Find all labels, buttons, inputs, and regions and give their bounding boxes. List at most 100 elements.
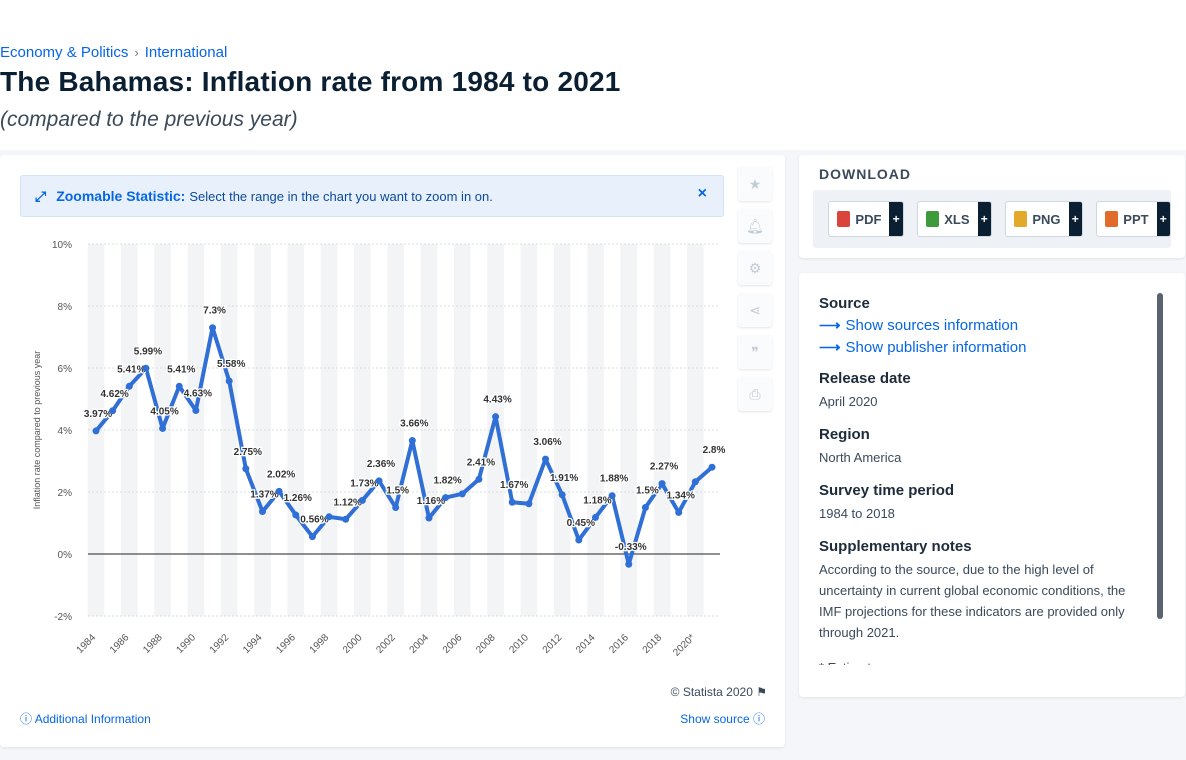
- data-point: [542, 456, 549, 463]
- data-label: 0.45%: [567, 518, 595, 529]
- print-icon[interactable]: ⎙: [738, 377, 772, 411]
- data-point: [525, 500, 532, 507]
- download-xls-button[interactable]: XLS +: [917, 201, 992, 237]
- show-publisher-link[interactable]: ⟶ Show publisher information: [819, 338, 1139, 356]
- info-icon: ⓘ: [20, 712, 32, 726]
- breadcrumb-item-international[interactable]: International: [145, 44, 228, 61]
- x-tick-label: 1992: [208, 632, 232, 656]
- data-label: 3.06%: [533, 437, 561, 448]
- data-label: 4.63%: [184, 388, 212, 399]
- info-scrollbar[interactable]: [1157, 293, 1163, 619]
- plus-icon[interactable]: +: [1069, 202, 1082, 236]
- data-point: [392, 504, 399, 511]
- data-point: [259, 508, 266, 515]
- data-point: [575, 537, 582, 544]
- y-tick-label: 8%: [58, 302, 73, 313]
- data-label: 2.02%: [267, 469, 295, 480]
- data-label: 0.56%: [300, 515, 328, 526]
- plus-icon[interactable]: +: [978, 202, 991, 236]
- quote-icon[interactable]: ❞: [738, 335, 772, 369]
- data-point: [409, 437, 416, 444]
- data-label: 2.41%: [467, 457, 495, 468]
- data-point: [359, 497, 366, 504]
- x-tick-label: 2008: [474, 632, 498, 656]
- download-png-button[interactable]: PNG +: [1005, 201, 1083, 237]
- data-point: [242, 465, 249, 472]
- plus-icon[interactable]: +: [1157, 202, 1170, 236]
- data-label: 2.27%: [650, 462, 678, 473]
- share-icon[interactable]: ⋖: [738, 293, 772, 327]
- data-label: 2.8%: [703, 445, 726, 456]
- plus-icon[interactable]: +: [889, 202, 902, 236]
- download-ppt-button[interactable]: PPT +: [1096, 201, 1171, 237]
- data-point: [659, 480, 666, 487]
- x-tick-label: 2018: [641, 632, 665, 656]
- data-point: [376, 477, 383, 484]
- copyright-label: © Statista 2020: [671, 685, 753, 699]
- data-point: [209, 324, 216, 331]
- data-label: 1.88%: [600, 474, 628, 485]
- inflation-line-chart[interactable]: -2% 0% 2% 4% 6% 8% 10% Inflation rate compared …: [0, 230, 730, 750]
- pdf-file-icon: [837, 211, 850, 227]
- data-label: 1.37%: [250, 490, 278, 501]
- supplementary-notes-value: According to the source, due to the high…: [819, 559, 1139, 643]
- bell-icon[interactable]: 🔔︎: [738, 209, 772, 243]
- flag-icon[interactable]: ⚑: [756, 685, 767, 699]
- show-source-link[interactable]: Show source ⓘ: [680, 710, 765, 727]
- data-label: 4.43%: [483, 395, 511, 406]
- x-tick-label: 2002: [374, 632, 398, 656]
- data-label: 1.26%: [284, 493, 312, 504]
- data-label: 4.05%: [150, 406, 178, 417]
- download-buttons: PDF + XLS + PNG + PPT +: [813, 190, 1171, 248]
- data-label: 3.97%: [84, 409, 112, 420]
- x-tick-label: 2004: [408, 632, 432, 656]
- y-tick-label: 10%: [52, 240, 72, 251]
- x-tick-label: 2010: [507, 632, 531, 656]
- data-point: [709, 464, 716, 471]
- y-tick-label: 2%: [58, 488, 73, 499]
- y-tick-label: -2%: [54, 612, 72, 623]
- data-point: [442, 494, 449, 501]
- additional-info-label: Additional Information: [35, 712, 151, 726]
- x-tick-label: 1986: [108, 632, 132, 656]
- expand-icon: ⤢: [35, 188, 46, 205]
- download-pdf-button[interactable]: PDF +: [828, 201, 904, 237]
- png-file-icon: [1014, 211, 1027, 227]
- info-fade: [799, 665, 1185, 697]
- data-label: 5.41%: [167, 364, 195, 375]
- download-title: DOWNLOAD: [819, 166, 911, 182]
- data-point: [592, 514, 599, 521]
- show-publisher-label: Show publisher information: [846, 339, 1027, 356]
- region-value: North America: [819, 447, 1139, 468]
- survey-period-value: 1984 to 2018: [819, 503, 1139, 524]
- data-point: [309, 533, 316, 540]
- zoom-banner-title: Zoomable Statistic:: [56, 188, 185, 204]
- data-point: [159, 425, 166, 432]
- source-heading: Source: [819, 295, 1139, 312]
- zoom-banner: ⤢ Zoomable Statistic: Select the range i…: [20, 175, 724, 217]
- data-label: 2.36%: [367, 459, 395, 470]
- additional-info-link[interactable]: ⓘ Additional Information: [20, 710, 151, 727]
- copyright-text: © Statista 2020 ⚑: [671, 685, 767, 699]
- data-point: [292, 511, 299, 518]
- data-point: [609, 492, 616, 499]
- xls-file-icon: [926, 211, 939, 227]
- gear-icon[interactable]: ⚙: [738, 251, 772, 285]
- data-label: 1.18%: [583, 495, 611, 506]
- data-point: [692, 478, 699, 485]
- x-tick-label: 2012: [541, 632, 565, 656]
- statistic-info-panel: Source ⟶ Show sources information ⟶ Show…: [799, 273, 1185, 697]
- close-icon[interactable]: ×: [698, 185, 707, 203]
- page-header: Economy & Politics › International The B…: [0, 0, 1186, 150]
- download-panel: DOWNLOAD PDF + XLS + PNG + PPT +: [799, 155, 1185, 258]
- data-point: [109, 407, 116, 414]
- data-point: [326, 513, 333, 520]
- data-point: [142, 365, 149, 372]
- show-sources-link[interactable]: ⟶ Show sources information: [819, 316, 1139, 334]
- download-png-label: PNG: [1032, 212, 1068, 227]
- show-sources-label: Show sources information: [846, 317, 1019, 334]
- breadcrumb-item-economy[interactable]: Economy & Politics: [0, 44, 128, 61]
- data-label: 2.75%: [234, 447, 262, 458]
- star-icon[interactable]: ★: [738, 167, 772, 201]
- x-tick-label: 2016: [607, 632, 631, 656]
